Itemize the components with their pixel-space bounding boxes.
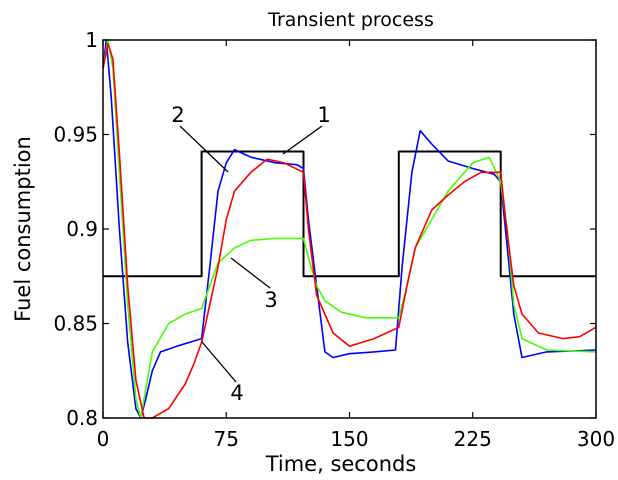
x-tick-label: 0 xyxy=(97,427,110,451)
x-tick-label: 225 xyxy=(454,427,492,451)
x-tick-label: 300 xyxy=(577,427,615,451)
annotation-label-4: 4 xyxy=(230,381,243,405)
series-layer xyxy=(102,39,597,419)
annotations-layer: 1 2 3 4 xyxy=(171,103,330,405)
annotation-leader-1 xyxy=(282,125,323,155)
series-line-green xyxy=(102,39,597,419)
plot-frame xyxy=(102,39,597,419)
annotation-leader-3 xyxy=(230,257,271,289)
y-tick-label: 1 xyxy=(85,28,98,52)
x-axis-label: Time, seconds xyxy=(265,452,417,476)
annotation-leader-4 xyxy=(201,341,237,383)
annotation-label-2: 2 xyxy=(171,103,184,127)
y-tick-label: 0.95 xyxy=(53,123,98,147)
series-line-blue xyxy=(102,39,597,419)
series-line-black xyxy=(103,150,596,278)
x-tick-label: 150 xyxy=(330,427,368,451)
x-tick-label: 75 xyxy=(214,427,239,451)
annotation-leader-2 xyxy=(179,125,229,173)
y-tick-label: 0.85 xyxy=(53,312,98,336)
chart-title: Transient process xyxy=(267,9,434,31)
annotation-label-3: 3 xyxy=(264,288,277,312)
y-axis-label: Fuel consumption xyxy=(11,136,35,322)
y-tick-label: 0.9 xyxy=(66,217,98,241)
ticks-layer: 0 75 150 225 300 0.8 0.85 0.9 0.95 1 xyxy=(53,28,615,451)
annotation-label-1: 1 xyxy=(317,103,330,127)
y-tick-label: 0.8 xyxy=(66,406,98,430)
series-line-red xyxy=(102,42,597,419)
